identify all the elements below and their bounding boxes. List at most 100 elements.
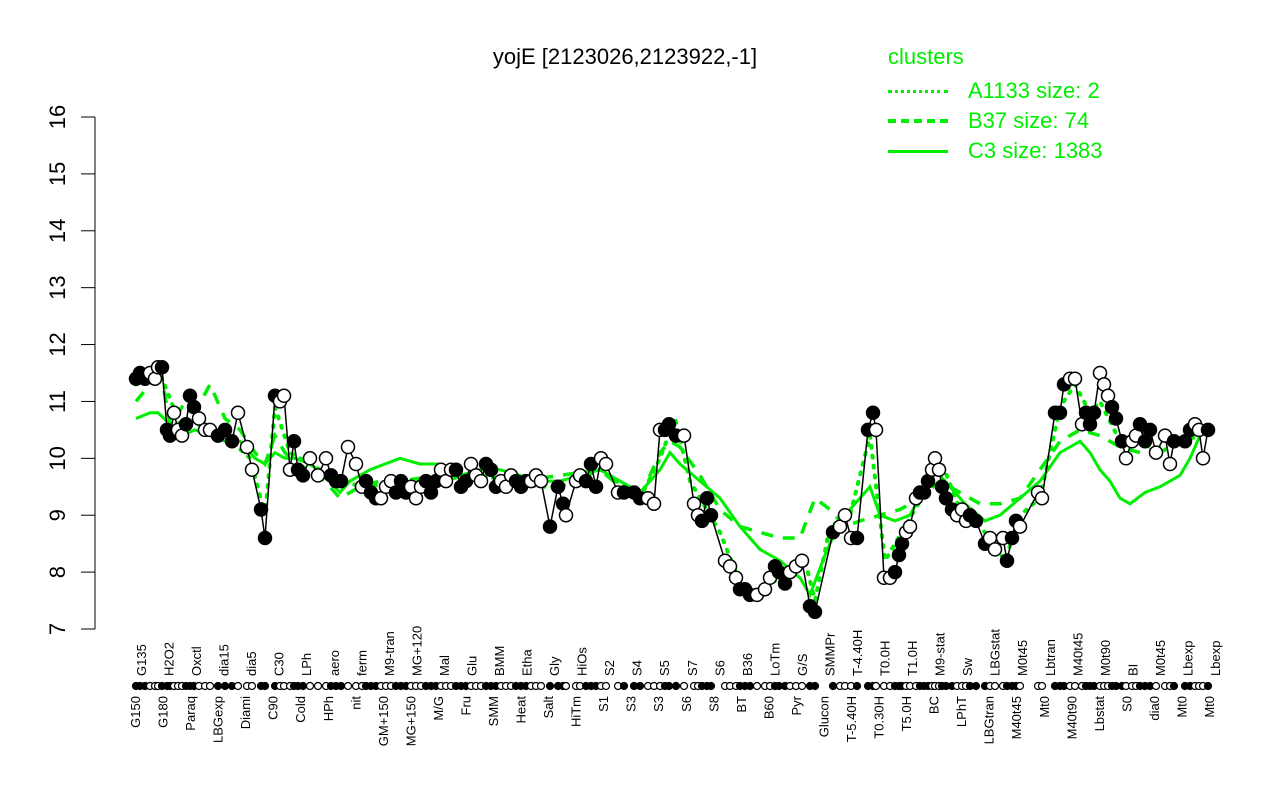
data-point <box>1200 422 1216 438</box>
data-point <box>224 434 240 449</box>
x-tick-label: T-5.40H <box>844 696 859 742</box>
x-tick-label: M9-tran <box>382 631 397 676</box>
x-tick-label: M0t90 <box>1098 640 1113 676</box>
x-tick-label: SMM <box>486 696 501 726</box>
x-marker <box>679 681 689 691</box>
data-point <box>1067 371 1083 386</box>
y-tick-label: 16 <box>45 105 70 129</box>
x-tick-label: Pyr <box>789 695 804 715</box>
x-tick-label: BMM <box>492 646 507 676</box>
expression-series <box>128 360 1216 620</box>
x-marker <box>619 681 629 691</box>
x-tick-label: M/G <box>431 696 446 721</box>
x-tick-label: G135 <box>134 644 149 676</box>
y-tick-label: 10 <box>45 446 70 470</box>
y-tick-label: 15 <box>45 162 70 186</box>
x-tick-label: LPh <box>299 653 314 676</box>
x-marker <box>990 681 1000 691</box>
data-point <box>1012 519 1028 534</box>
data-point <box>588 479 604 495</box>
x-marker <box>852 681 862 691</box>
data-point <box>286 434 302 449</box>
x-tick-label: M0t45 <box>1015 640 1030 676</box>
chart-title: yojE [2123026,2123922,-1] <box>492 44 758 69</box>
x-tick-label: BI <box>1125 664 1140 676</box>
y-tick-label: 7 <box>45 623 70 635</box>
x-tick-label: M9-stat <box>933 632 948 676</box>
data-point <box>239 439 255 455</box>
x-tick-label: SMMPr <box>822 632 837 676</box>
x-tick-label: LBGtran <box>982 696 997 744</box>
data-point <box>1052 405 1068 421</box>
x-marker <box>260 681 270 691</box>
x-tick-label: Lbexp <box>1180 641 1195 676</box>
x-tick-label: HiOs <box>575 647 590 676</box>
x-marker <box>536 681 546 691</box>
cluster-line-dotted <box>134 370 1212 602</box>
x-tick-label: ferm <box>354 650 369 676</box>
data-point <box>1086 405 1102 421</box>
y-tick-label: 9 <box>45 509 70 521</box>
data-point <box>1118 451 1134 466</box>
x-tick-label: Paraq <box>183 696 198 731</box>
data-point <box>987 542 1003 557</box>
x-tick-label: T0.30H <box>872 696 887 739</box>
data-point <box>253 502 269 517</box>
legend-entry-a1133: A1133 size: 2 <box>888 76 1103 106</box>
x-tick-label: Sw <box>960 657 975 676</box>
x-tick-label: H2O2 <box>162 642 177 676</box>
data-point <box>191 411 207 426</box>
x-tick-label: Heat <box>514 696 529 724</box>
data-point <box>257 530 273 546</box>
x-tick-label: aero <box>327 650 342 676</box>
x-marker <box>828 681 838 691</box>
data-point <box>598 456 614 472</box>
y-tick-label: 8 <box>45 566 70 578</box>
x-marker <box>233 681 243 691</box>
x-marker <box>1037 681 1047 691</box>
x-marker <box>971 681 981 691</box>
cluster-line-dashed <box>134 362 1211 540</box>
x-marker <box>752 681 762 691</box>
x-tick-label: C90 <box>266 696 281 720</box>
legend-entry-b37: B37 size: 74 <box>888 106 1103 136</box>
x-tick-label: Cold <box>293 696 308 723</box>
x-tick-label: B60 <box>761 696 776 719</box>
x-marker <box>220 681 230 691</box>
y-tick-label: 13 <box>45 275 70 299</box>
x-marker <box>1151 681 1161 691</box>
x-tick-label: HiTm <box>569 696 584 727</box>
x-marker <box>797 681 807 691</box>
data-point <box>703 507 719 523</box>
legend-label: B37 size: 74 <box>968 108 1090 133</box>
data-point <box>178 416 194 432</box>
x-tick-label: S6 <box>679 696 694 712</box>
data-point <box>542 519 558 534</box>
x-tick-label: Mal <box>437 655 452 676</box>
x-tick-label: Mt0 <box>1202 696 1217 718</box>
x-tick-label: MG+150 <box>403 696 418 746</box>
data-point <box>722 559 738 574</box>
x-tick-label: LBGexp <box>211 696 226 743</box>
legend-title: clusters <box>888 44 964 69</box>
x-tick-label: S6 <box>712 660 727 676</box>
x-tick-label: nit <box>348 696 363 710</box>
data-point <box>865 405 881 421</box>
x-marker <box>247 681 257 691</box>
data-point <box>837 507 853 523</box>
data-point <box>276 388 292 404</box>
x-marker <box>664 681 674 691</box>
x-marker <box>343 681 353 691</box>
data-point <box>533 473 549 489</box>
y-tick-label: 11 <box>45 390 70 413</box>
x-tick-label: G150 <box>128 696 143 728</box>
x-tick-label: LPhT <box>954 696 969 727</box>
x-tick-label: S1 <box>596 696 611 712</box>
data-point <box>849 530 865 546</box>
data-point <box>348 456 364 472</box>
solid-line-icon <box>888 149 948 153</box>
x-marker <box>671 681 681 691</box>
data-point <box>1108 411 1124 426</box>
x-marker <box>601 681 611 691</box>
